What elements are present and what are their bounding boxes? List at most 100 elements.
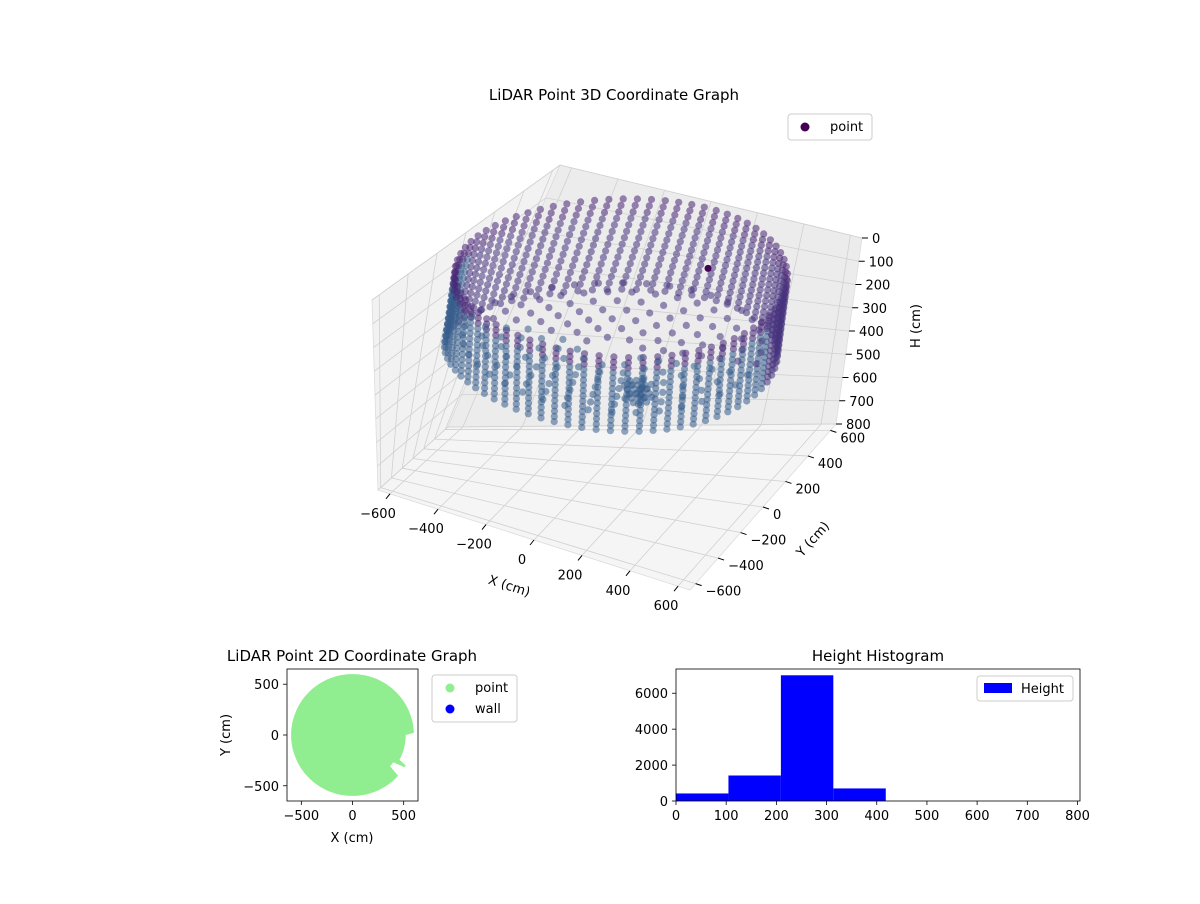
- point-3d: [481, 379, 489, 387]
- point-3d: [669, 262, 677, 271]
- point-3d: [461, 301, 469, 309]
- point-3d: [566, 358, 574, 366]
- point-3d: [729, 345, 738, 353]
- point-3d: [473, 238, 481, 246]
- point-3d: [750, 275, 758, 283]
- y-tick-label-hist: 2000: [635, 759, 668, 774]
- point-3d: [717, 360, 726, 368]
- point-3d: [451, 276, 460, 284]
- point-3d: [747, 355, 755, 363]
- point-3d: [513, 379, 521, 387]
- point-3d: [682, 321, 690, 329]
- point-3d: [607, 421, 615, 429]
- point-3d: [743, 392, 751, 400]
- point-3d: [547, 209, 555, 217]
- point-3d: [709, 322, 717, 331]
- point-3d: [559, 335, 567, 343]
- point-3d: [740, 276, 748, 284]
- y-tick-label-3d: 0: [773, 508, 781, 523]
- point-3d: [593, 399, 601, 407]
- point-3d: [578, 418, 586, 426]
- point-3d: [517, 301, 525, 309]
- point-3d: [774, 265, 782, 273]
- point-3d: [665, 399, 673, 407]
- point-3d: [512, 400, 520, 408]
- point-3d: [588, 203, 597, 211]
- point-3d: [598, 215, 606, 223]
- x-tick-3d: [529, 539, 535, 546]
- point-3d: [597, 260, 605, 268]
- x-tick-label-3d: −400: [408, 522, 444, 537]
- point-3d: [645, 247, 653, 255]
- z-tick-label-3d: 300: [862, 302, 887, 317]
- point-3d: [553, 363, 561, 371]
- point-3d: [537, 403, 545, 411]
- point-3d: [492, 321, 500, 329]
- point-3d: [708, 365, 716, 373]
- point-3d: [576, 280, 584, 288]
- point-3d: [773, 357, 781, 365]
- point-3d: [664, 409, 672, 417]
- point-3d: [461, 243, 469, 251]
- point-3d: [540, 354, 549, 362]
- point-3d: [569, 262, 577, 270]
- point-3d: [538, 367, 546, 375]
- point-3d: [678, 277, 686, 285]
- point-3d: [596, 368, 604, 376]
- point-3d: [607, 416, 615, 424]
- point-3d: [641, 394, 649, 402]
- point-3d: [741, 270, 750, 278]
- point-3d: [766, 275, 774, 283]
- point-3d: [489, 315, 497, 323]
- point-3d: [580, 360, 588, 368]
- point-3d: [499, 258, 507, 266]
- point-3d: [451, 366, 459, 374]
- point-3d: [758, 235, 767, 244]
- point-3d: [749, 334, 757, 342]
- point-3d: [584, 216, 592, 224]
- point-3d: [478, 332, 486, 340]
- point-3d: [651, 274, 659, 282]
- point-3d: [680, 225, 688, 233]
- point-3d: [765, 280, 773, 289]
- point-3d: [539, 272, 547, 280]
- z-tick-label-3d: 100: [869, 255, 894, 270]
- point-3d: [626, 390, 634, 398]
- point-3d: [742, 225, 750, 233]
- point-3d: [458, 350, 466, 358]
- point-3d: [602, 247, 610, 255]
- histogram-bar: [833, 788, 886, 801]
- point-3d: [733, 260, 741, 268]
- point-3d: [655, 216, 663, 224]
- point-3d: [575, 363, 583, 371]
- point-3d: [718, 228, 727, 236]
- point-3d: [664, 404, 673, 412]
- point-3d: [470, 276, 478, 285]
- point-3d: [675, 198, 683, 206]
- point-3d: [652, 374, 661, 382]
- point-3d: [475, 285, 483, 293]
- point-3d: [647, 195, 656, 204]
- point-3d: [482, 287, 490, 295]
- point-3d: [474, 258, 483, 266]
- point-3d: [460, 340, 468, 349]
- point-3d: [618, 240, 626, 248]
- point-3d: [571, 255, 579, 263]
- point-3d: [563, 200, 571, 208]
- point-3d: [649, 421, 658, 429]
- point-3d: [737, 287, 746, 295]
- point-3d: [579, 392, 587, 400]
- z-tick-label-3d: 700: [849, 395, 874, 410]
- point-3d: [740, 231, 749, 239]
- point-3d: [655, 261, 663, 269]
- point-3d: [678, 393, 687, 401]
- point-3d: [603, 333, 612, 341]
- point-3d: [569, 378, 577, 386]
- point-3d: [697, 215, 705, 224]
- point-3d: [635, 427, 643, 435]
- x-tick-label-hist: 300: [814, 809, 839, 824]
- grid-line-z: [375, 328, 846, 420]
- point-3d: [763, 378, 771, 386]
- point-3d: [677, 412, 685, 420]
- point-3d: [640, 365, 648, 373]
